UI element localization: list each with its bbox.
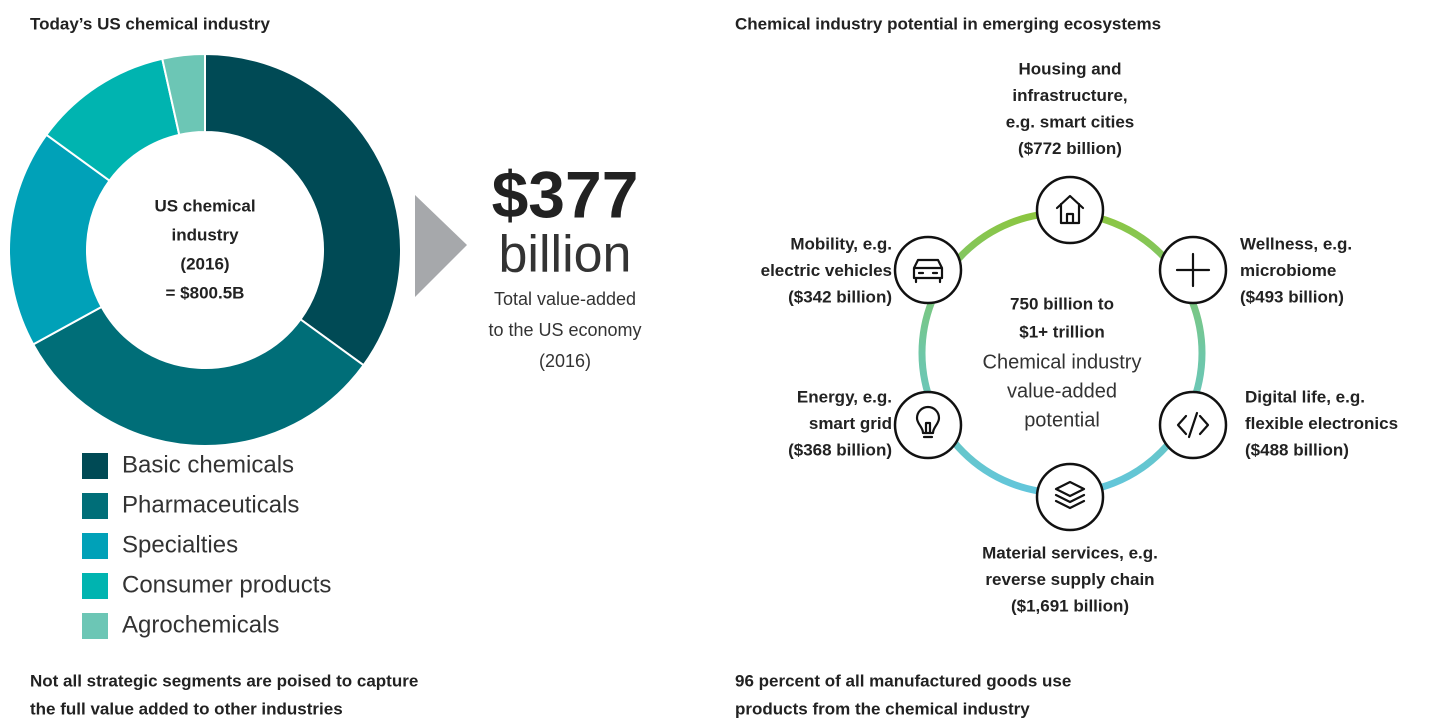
node-label: Housing and [1019, 59, 1122, 78]
legend-swatch [82, 613, 108, 639]
legend-swatch [82, 573, 108, 599]
legend-label: Specialties [122, 531, 238, 558]
node-label: Material services, e.g. [982, 543, 1158, 562]
node-label: Wellness, e.g. [1240, 234, 1352, 253]
node-icon [1054, 480, 1086, 510]
node-label: microbiome [1240, 261, 1336, 280]
node-label: ($493 billion) [1240, 287, 1344, 306]
center-caption: value-added [1007, 380, 1117, 402]
callout-value: $377 [492, 157, 639, 231]
footnote: 96 percent of all manufactured goods use [735, 671, 1071, 690]
node-circle [893, 390, 963, 460]
node-label: ($1,691 billion) [1011, 596, 1129, 615]
node-label: Mobility, e.g. [790, 234, 892, 253]
center-label: US chemical [154, 196, 255, 215]
footnote: the full value added to other industries [30, 699, 343, 718]
callout-caption: (2016) [539, 351, 591, 371]
center-label: (2016) [180, 254, 229, 273]
callout-unit: billion [499, 226, 632, 284]
node-label: Digital life, e.g. [1245, 387, 1365, 406]
node-label: Energy, e.g. [797, 387, 892, 406]
donut-segment [161, 52, 206, 137]
node-label: smart grid [809, 414, 892, 433]
node-icon [1175, 252, 1211, 288]
node-label: ($342 billion) [788, 287, 892, 306]
center-headline: $1+ trillion [1019, 322, 1105, 341]
center-headline: 750 billion to [1010, 294, 1114, 313]
node-icon [1055, 194, 1085, 225]
callout-caption: to the US economy [488, 320, 641, 340]
donut-segment [8, 133, 111, 346]
node-label: ($772 billion) [1018, 139, 1122, 158]
footnote: products from the chemical industry [735, 699, 1030, 718]
legend-swatch [82, 533, 108, 559]
legend-swatch [82, 493, 108, 519]
callout-caption: Total value-added [494, 289, 636, 309]
legend-swatch [82, 453, 108, 479]
footnote: Not all strategic segments are poised to… [30, 671, 418, 690]
center-caption: potential [1024, 409, 1100, 431]
node-label: e.g. smart cities [1006, 112, 1135, 131]
node-label: flexible electronics [1245, 414, 1398, 433]
node-circle [893, 235, 963, 305]
arrow [415, 195, 467, 297]
legend-label: Consumer products [122, 571, 331, 598]
legend-label: Basic chemicals [122, 451, 294, 478]
node-icon [915, 405, 941, 439]
legend-label: Pharmaceuticals [122, 491, 299, 518]
node-icon [1176, 411, 1210, 439]
node-label: infrastructure, [1012, 86, 1127, 105]
legend-label: Agrochemicals [122, 611, 279, 638]
node-label: reverse supply chain [985, 570, 1154, 589]
center-label: = $800.5B [166, 283, 245, 302]
chart-title: Today’s US chemical industry [30, 14, 271, 33]
node-label: ($488 billion) [1245, 440, 1349, 459]
section-title: Chemical industry potential in emerging … [735, 14, 1161, 33]
donut-segment [204, 52, 402, 367]
center-caption: Chemical industry [983, 351, 1142, 373]
donut-segment [31, 305, 365, 447]
center-label: industry [171, 225, 239, 244]
node-label: ($368 billion) [788, 440, 892, 459]
node-label: electric vehicles [761, 261, 892, 280]
node-circle [1035, 175, 1105, 245]
node-icon [912, 258, 944, 284]
